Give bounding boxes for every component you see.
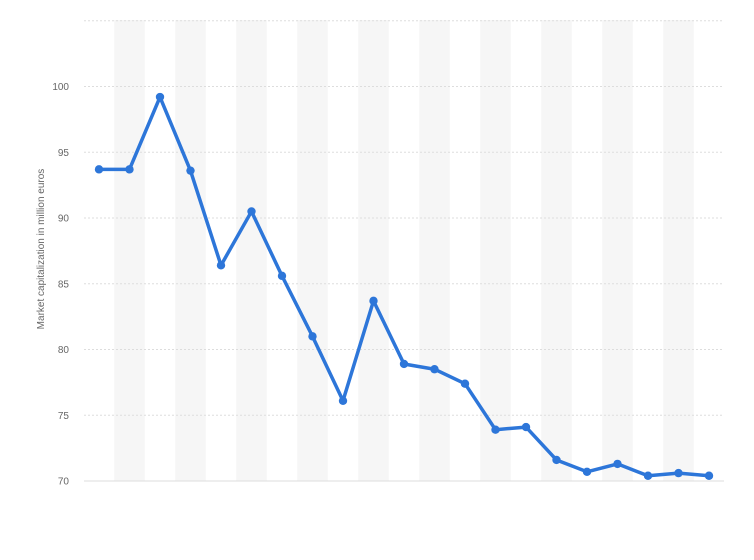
data-point (94, 165, 104, 174)
y-tick-label: 75 (58, 411, 70, 422)
data-point (613, 459, 622, 469)
series-layer (94, 92, 714, 480)
data-point (460, 379, 470, 388)
background-band (175, 20, 206, 481)
data-point (704, 471, 714, 480)
background-band (297, 20, 328, 481)
background-band (663, 20, 694, 481)
data-point (674, 468, 683, 478)
data-point (277, 271, 287, 281)
y-tick-label: 95 (58, 148, 70, 159)
y-axis-title: Market capitalization in million euros (36, 169, 47, 330)
data-point (582, 467, 592, 476)
background-band (236, 20, 267, 481)
background-band (602, 20, 633, 481)
background-band (419, 20, 450, 481)
data-point (552, 455, 561, 465)
data-point (338, 396, 348, 405)
y-tick-label: 80 (58, 345, 70, 356)
background-band (480, 20, 511, 481)
data-point (643, 471, 653, 480)
data-point (216, 261, 226, 270)
data-point (247, 207, 256, 216)
data-point (430, 365, 439, 374)
data-point (369, 296, 378, 306)
data-point (521, 422, 531, 432)
y-tick-label: 70 (58, 477, 70, 488)
background-band (541, 20, 572, 481)
background-bands (114, 20, 694, 481)
background-band (114, 20, 145, 481)
data-point (399, 359, 409, 369)
background-band (358, 20, 389, 481)
y-axis-ticks: 70 75 80 85 90 95 100 (52, 82, 69, 488)
data-point (186, 166, 195, 175)
data-point (491, 425, 500, 434)
y-tick-label: 90 (58, 214, 70, 225)
data-point (125, 165, 134, 174)
y-tick-label: 100 (52, 82, 69, 93)
gridlines (84, 20, 724, 482)
y-tick-label: 85 (58, 279, 70, 290)
data-point (308, 332, 317, 341)
data-point (155, 92, 165, 102)
